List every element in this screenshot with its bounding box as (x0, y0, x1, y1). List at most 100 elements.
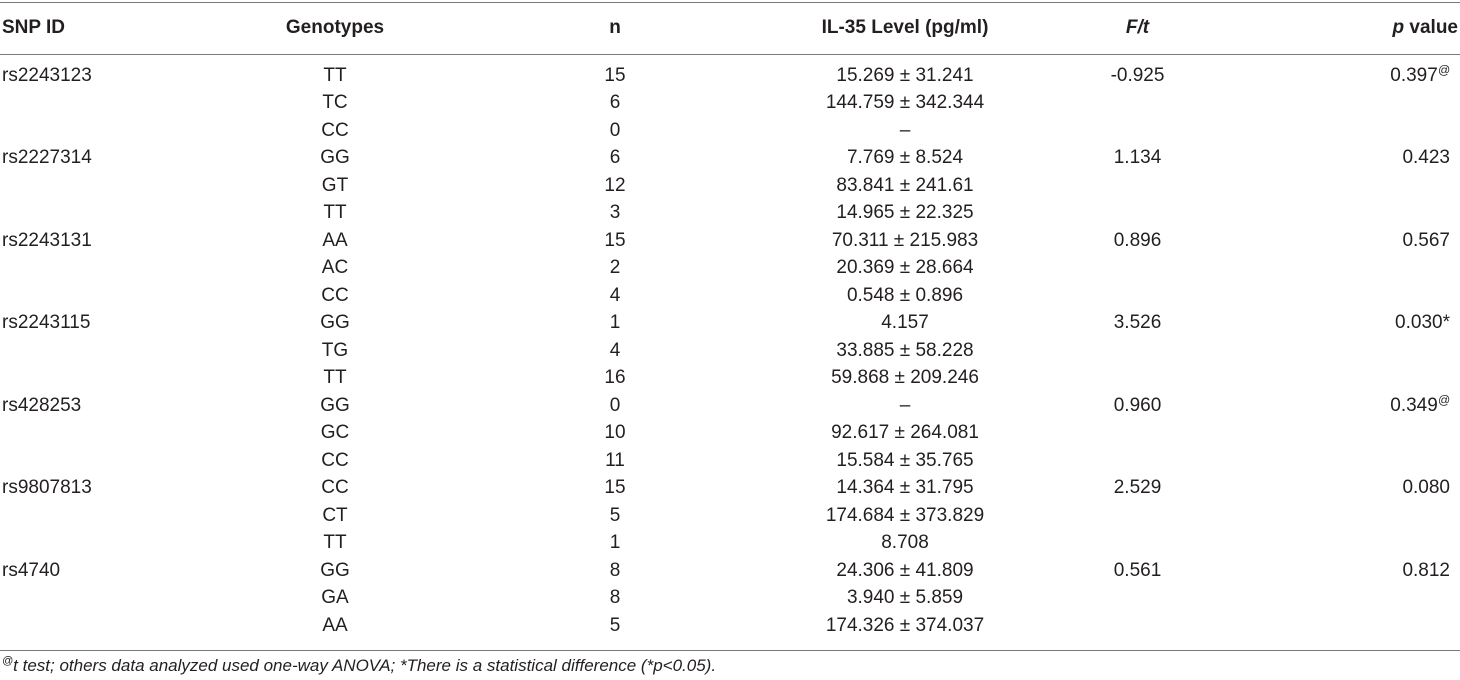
genotype-cell: GG (320, 394, 350, 416)
il35-level-cell: 92.617 ± 264.081 (831, 422, 979, 444)
p-value-cell: 0.423 (1230, 145, 1460, 173)
n-cell: 0 (609, 394, 621, 416)
p-value-cell (1230, 282, 1460, 310)
f-t-cell: -0.925 (1110, 64, 1165, 86)
genotype-cell: TT (323, 367, 347, 389)
genotype-cell: AC (321, 257, 349, 279)
p-value-cell: 0.567 (1230, 227, 1460, 255)
genotype-cell: CT (322, 504, 348, 526)
p-value-cell (1230, 200, 1460, 228)
snp-id-cell: rs2227314 (2, 147, 92, 169)
snp-id-cell: rs4740 (2, 559, 61, 581)
p-value-cell (1230, 365, 1460, 393)
il35-level-cell: – (899, 119, 911, 141)
genotype-cell: CC (321, 477, 349, 499)
table-row: TT 3 14.965 ± 22.325 (0, 200, 1460, 228)
p-value-cell: 0.397@ (1230, 52, 1460, 90)
snp-id-cell: rs2243123 (2, 64, 92, 86)
il35-level-cell: 14.364 ± 31.795 (836, 477, 974, 499)
table-row: rs2243123 TT 15 15.269 ± 31.241 -0.925 0.397@ (0, 52, 1460, 90)
n-cell: 6 (609, 147, 621, 169)
table-row: AC 2 20.369 ± 28.664 (0, 255, 1460, 283)
p-value-cell (1230, 90, 1460, 118)
n-cell: 16 (604, 367, 626, 389)
il35-level-cell: – (899, 394, 911, 416)
p-value-cell (1230, 530, 1460, 558)
il35-level-cell: 8.708 (881, 532, 929, 554)
p-value-text: 0.423 (1402, 147, 1450, 169)
genotype-cell: CC (321, 284, 349, 306)
p-value-mark: @ (1437, 392, 1450, 407)
genotype-cell: GC (320, 422, 350, 444)
f-t-cell (1045, 612, 1230, 640)
p-value-cell (1230, 172, 1460, 200)
genotype-cell: AA (322, 614, 348, 636)
p-value-text: 0.812 (1402, 559, 1450, 581)
f-t-cell: 0.896 (1113, 229, 1162, 251)
il35-level-cell: 174.684 ± 373.829 (825, 504, 985, 526)
p-value-cell (1230, 612, 1460, 640)
il35-level-cell: 14.965 ± 22.325 (836, 202, 974, 224)
table-row: TC 6 144.759 ± 342.344 (0, 90, 1460, 118)
genotype-cell: TT (323, 532, 347, 554)
p-value-text: 0.349 (1390, 394, 1438, 416)
p-value-text: 0.567 (1402, 229, 1450, 251)
n-cell: 0 (609, 119, 621, 141)
p-value-cell: 0.080 (1230, 475, 1460, 503)
table-header-rule (0, 54, 1460, 55)
f-t-cell (1045, 502, 1230, 530)
p-value-cell: 0.030* (1230, 310, 1460, 338)
genotype-cell: AA (322, 229, 348, 251)
table-top-rule (0, 2, 1460, 3)
n-cell: 1 (609, 532, 621, 554)
n-cell: 11 (605, 449, 625, 471)
il35-level-cell: 144.759 ± 342.344 (825, 92, 985, 114)
snp-id-cell (0, 255, 205, 283)
snp-id-cell: rs9807813 (2, 477, 92, 499)
genotype-cell: GA (321, 587, 349, 609)
genotype-cell: CC (321, 119, 349, 141)
table-row: rs428253 GG 0 – 0.960 0.349@ (0, 392, 1460, 420)
snp-id-cell (0, 365, 205, 393)
snp-id-cell (0, 502, 205, 530)
p-value-cell: 0.812 (1230, 557, 1460, 585)
header-p-rest: value (1404, 17, 1458, 38)
p-value-cell (1230, 420, 1460, 448)
n-cell: 4 (609, 284, 621, 306)
table-row: CC 0 – (0, 117, 1460, 145)
f-t-cell: 3.526 (1113, 312, 1162, 334)
genotype-cell: TT (323, 202, 347, 224)
table-row: GT 12 83.841 ± 241.61 (0, 172, 1460, 200)
snp-il35-table: SNP ID Genotypes n IL-35 Level (pg/ml) F… (0, 4, 1460, 640)
n-cell: 10 (604, 422, 626, 444)
n-cell: 1 (609, 312, 621, 334)
p-value-text: 0.397 (1390, 64, 1438, 86)
table-row: CC 4 0.548 ± 0.896 (0, 282, 1460, 310)
snp-id-cell (0, 612, 205, 640)
n-cell: 8 (609, 559, 621, 581)
table-row: rs9807813 CC 15 14.364 ± 31.795 2.529 0.080 (0, 475, 1460, 503)
n-cell: 5 (609, 614, 621, 636)
n-cell: 15 (604, 477, 626, 499)
f-t-cell (1045, 585, 1230, 613)
snp-id-cell (0, 172, 205, 200)
il35-level-cell: 20.369 ± 28.664 (836, 257, 974, 279)
n-cell: 4 (609, 339, 621, 361)
f-t-cell (1045, 282, 1230, 310)
header-snp-id: SNP ID (2, 17, 66, 38)
genotype-cell: GT (321, 174, 349, 196)
p-value-cell (1230, 255, 1460, 283)
footnote-text: t test; others data analyzed used one-wa… (13, 656, 717, 675)
n-cell: 15 (604, 229, 626, 251)
header-n: n (609, 17, 621, 38)
snp-id-cell (0, 337, 205, 365)
table-row: rs2243115 GG 1 4.157 3.526 0.030* (0, 310, 1460, 338)
snp-id-cell (0, 530, 205, 558)
snp-id-cell (0, 200, 205, 228)
footnote-mark: @ (2, 655, 14, 667)
table-row: CT 5 174.684 ± 373.829 (0, 502, 1460, 530)
il35-level-cell: 7.769 ± 8.524 (846, 147, 964, 169)
snp-id-cell (0, 90, 205, 118)
table-footnote: @t test; others data analyzed used one-w… (2, 656, 716, 676)
il35-level-cell: 0.548 ± 0.896 (846, 284, 964, 306)
